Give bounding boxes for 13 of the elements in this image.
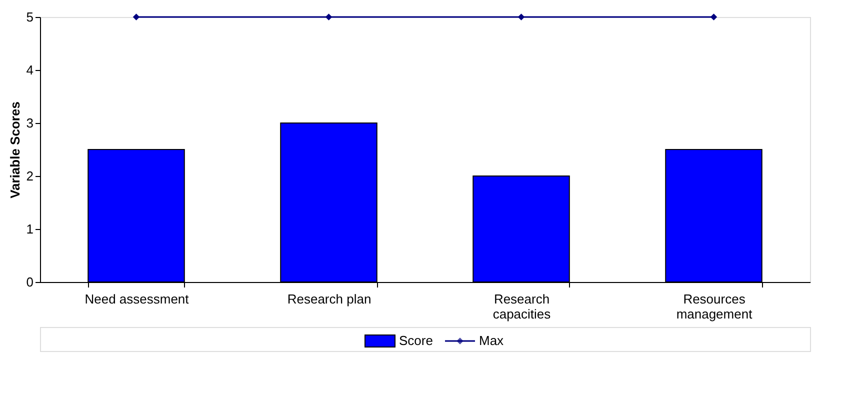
y-tick-label: 0 bbox=[26, 274, 34, 290]
y-axis-title: Variable Scores bbox=[7, 102, 22, 198]
x-tick-label: Research plan bbox=[287, 292, 372, 306]
y-tick-label: 5 bbox=[26, 10, 34, 24]
legend-label: Score bbox=[399, 333, 433, 348]
legend-label: Max bbox=[479, 333, 504, 348]
y-tick-label: 4 bbox=[26, 62, 34, 78]
x-tick-label: Need assessment bbox=[84, 292, 190, 306]
y-tick-label: 3 bbox=[26, 116, 34, 130]
x-tick-label: Research capacities bbox=[492, 292, 552, 322]
x-tick-label: Resources management bbox=[676, 292, 753, 322]
y-tick-label: 2 bbox=[26, 168, 34, 184]
y-tick-label: 1 bbox=[26, 222, 34, 236]
